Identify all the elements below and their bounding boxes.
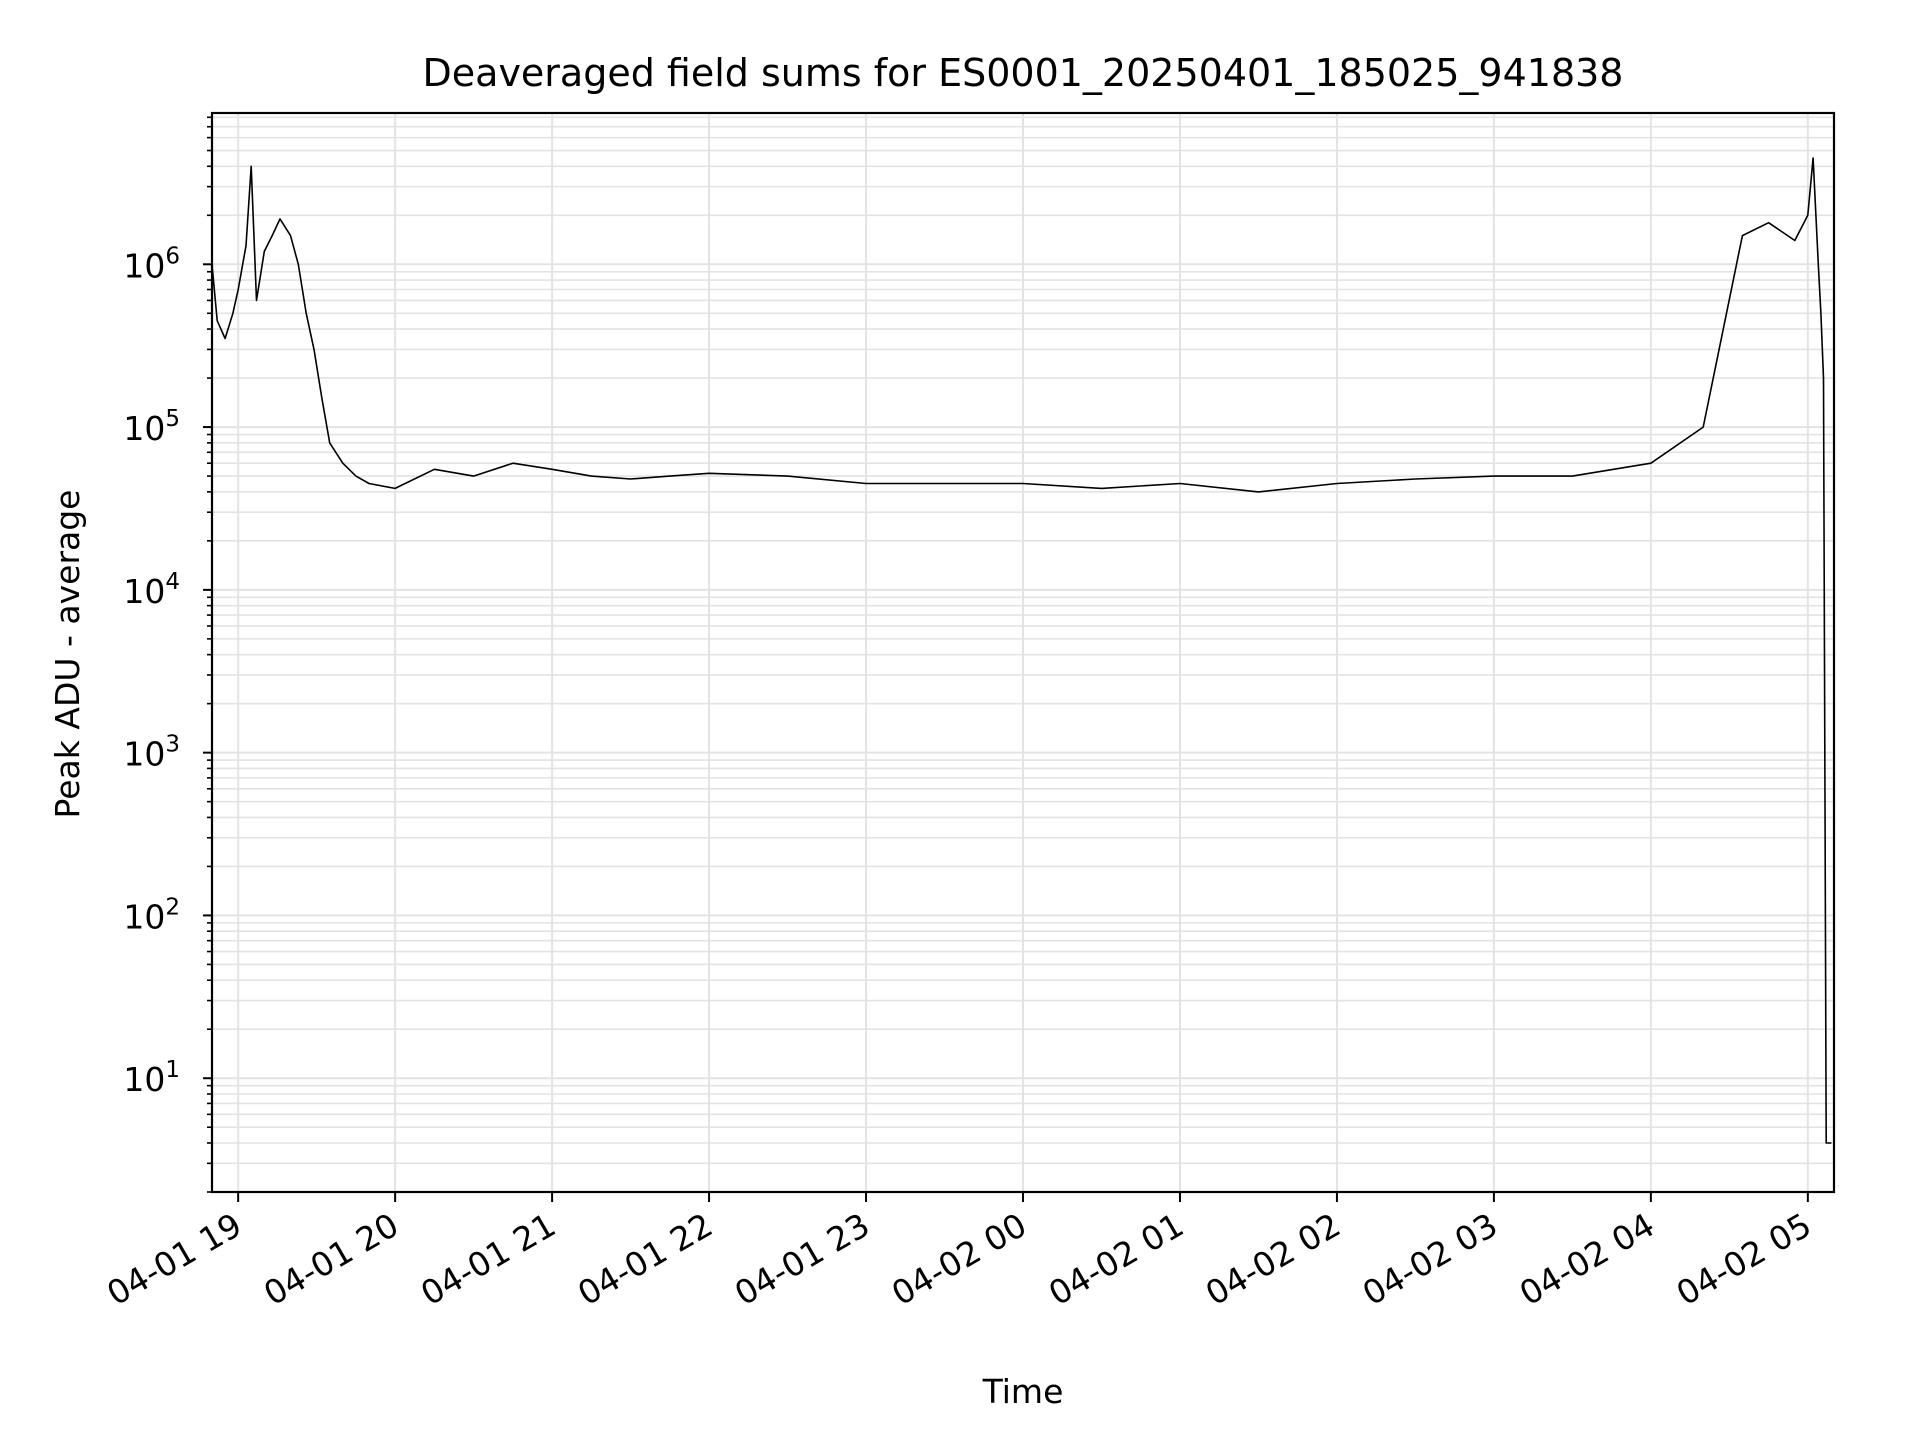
x-tick-label: 04-01 19 [100, 1205, 248, 1313]
x-tick-label: 04-02 03 [1356, 1205, 1504, 1313]
x-tick-label: 04-01 20 [257, 1205, 405, 1313]
data-series [211, 157, 1832, 1144]
x-tick-label: 04-01 22 [571, 1205, 719, 1313]
y-axis-label: Peak ADU - average [48, 490, 87, 819]
y-tick-label: 106 [123, 243, 180, 285]
x-tick-label: 04-02 02 [1199, 1205, 1347, 1313]
grid-lines [212, 113, 1834, 1193]
x-tick-label: 04-02 04 [1513, 1205, 1661, 1313]
x-tick-label: 04-01 21 [414, 1205, 562, 1313]
data-line [211, 157, 1832, 1144]
y-tick-label: 104 [123, 569, 180, 611]
y-tick-label: 105 [123, 406, 180, 448]
x-axis-label: Time [982, 1372, 1064, 1411]
y-tick-label: 102 [123, 894, 180, 936]
chart-title: Deaveraged field sums for ES0001_2025040… [423, 51, 1624, 95]
x-tick-label: 04-02 01 [1042, 1205, 1190, 1313]
y-tick-label: 101 [123, 1057, 180, 1099]
y-tick-label: 103 [123, 732, 180, 774]
x-tick-label: 04-02 00 [885, 1205, 1033, 1313]
x-tick-label: 04-02 05 [1670, 1205, 1818, 1313]
x-tick-label: 04-01 23 [728, 1205, 876, 1313]
